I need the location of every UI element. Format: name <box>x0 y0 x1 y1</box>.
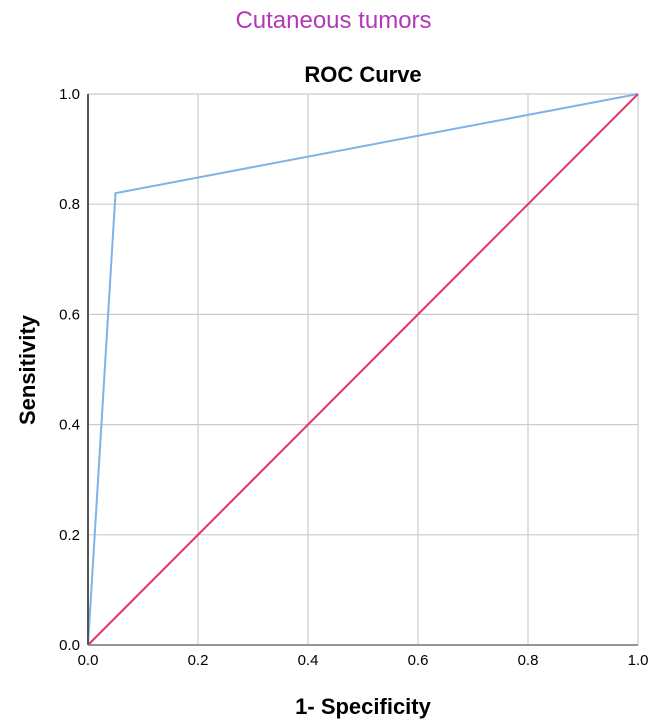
chart-title: ROC Curve <box>304 62 422 87</box>
x-tick-label: 0.2 <box>188 652 209 669</box>
y-tick-label: 0.0 <box>59 637 80 654</box>
x-tick-label: 0.0 <box>78 652 99 669</box>
roc-curve-line <box>87 93 639 646</box>
reference-diagonal-line <box>87 93 639 646</box>
x-tick-label: 0.8 <box>518 652 539 669</box>
y-tick-label: 0.6 <box>59 306 80 323</box>
x-tick-label: 0.6 <box>408 652 429 669</box>
y-tick-label: 1.0 <box>59 86 80 103</box>
y-tick-label: 0.4 <box>59 417 80 434</box>
series-layer <box>87 93 639 646</box>
y-tick-label: 0.8 <box>59 196 80 213</box>
figure-suptitle: Cutaneous tumors <box>235 7 432 34</box>
x-axis-label: 1- Specificity <box>295 694 431 719</box>
y-axis-label: Sensitivity <box>15 314 40 426</box>
x-tick-label: 0.4 <box>298 652 319 669</box>
x-tick-label: 1.0 <box>628 652 649 669</box>
y-tick-label: 0.2 <box>59 527 80 544</box>
axes <box>87 94 638 646</box>
tick-labels: 0.0 0.2 0.4 0.6 0.8 1.0 0.0 0.2 0.4 0.6 0.8 1.0 <box>59 86 648 669</box>
